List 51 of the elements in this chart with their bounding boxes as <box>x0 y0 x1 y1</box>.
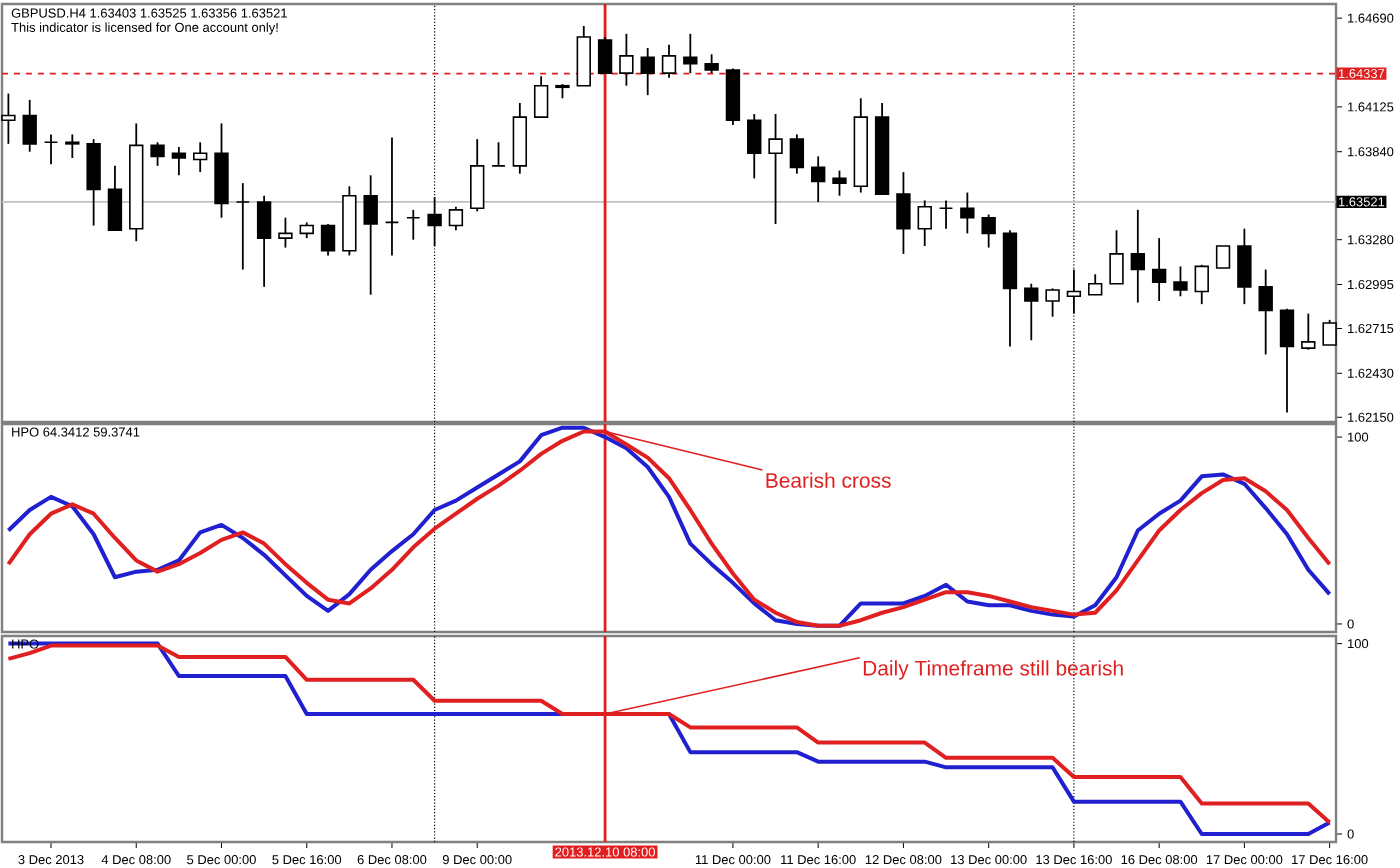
candlestick <box>256 194 272 288</box>
candlestick <box>1237 227 1252 306</box>
candlestick <box>384 136 400 257</box>
candlestick <box>981 213 996 249</box>
candlestick <box>22 98 37 153</box>
candlestick <box>1045 287 1060 318</box>
candlestick <box>1215 245 1231 269</box>
candlestick <box>1173 265 1188 298</box>
candlestick <box>363 174 378 296</box>
candlestick <box>789 133 805 175</box>
candlestick <box>1258 268 1273 356</box>
candlestick <box>320 223 336 257</box>
candlestick <box>597 36 613 75</box>
candlestick <box>832 169 847 197</box>
candlestick <box>86 138 101 227</box>
candlestick <box>768 113 783 225</box>
candlestick <box>938 199 954 230</box>
candlestick <box>619 32 634 87</box>
candlestick <box>917 199 932 247</box>
candlestick <box>150 141 165 167</box>
candlestick <box>640 47 655 97</box>
candlestick <box>406 208 421 241</box>
candlestick <box>235 182 250 271</box>
candlestick <box>533 75 549 119</box>
candlestick <box>491 141 506 167</box>
candlestick <box>43 133 59 166</box>
candlestick <box>107 164 123 232</box>
candlestick <box>1151 237 1167 302</box>
candlestick <box>278 216 293 249</box>
candlestick <box>1130 208 1146 304</box>
candlestick <box>960 191 975 235</box>
candlestick <box>470 138 485 213</box>
candlestick <box>704 53 719 75</box>
candlestick <box>810 155 826 203</box>
candlestick <box>1279 307 1295 414</box>
annotation: Bearish cross <box>766 472 891 488</box>
candlestick <box>747 113 762 180</box>
candlestick <box>1088 273 1103 296</box>
candlestick <box>192 141 208 174</box>
candlestick <box>65 133 80 159</box>
candlestick <box>1 92 16 145</box>
candlestick <box>448 205 464 232</box>
candlestick <box>896 171 911 255</box>
candlestick <box>1109 229 1124 285</box>
candlestick <box>1194 263 1209 306</box>
candlestick <box>683 32 698 75</box>
candlestick <box>1301 312 1316 351</box>
candlestick <box>171 146 187 177</box>
candlestick <box>661 43 677 79</box>
candlestick <box>1024 282 1039 342</box>
annotation: Daily Timeframe still bearish <box>863 660 1123 680</box>
